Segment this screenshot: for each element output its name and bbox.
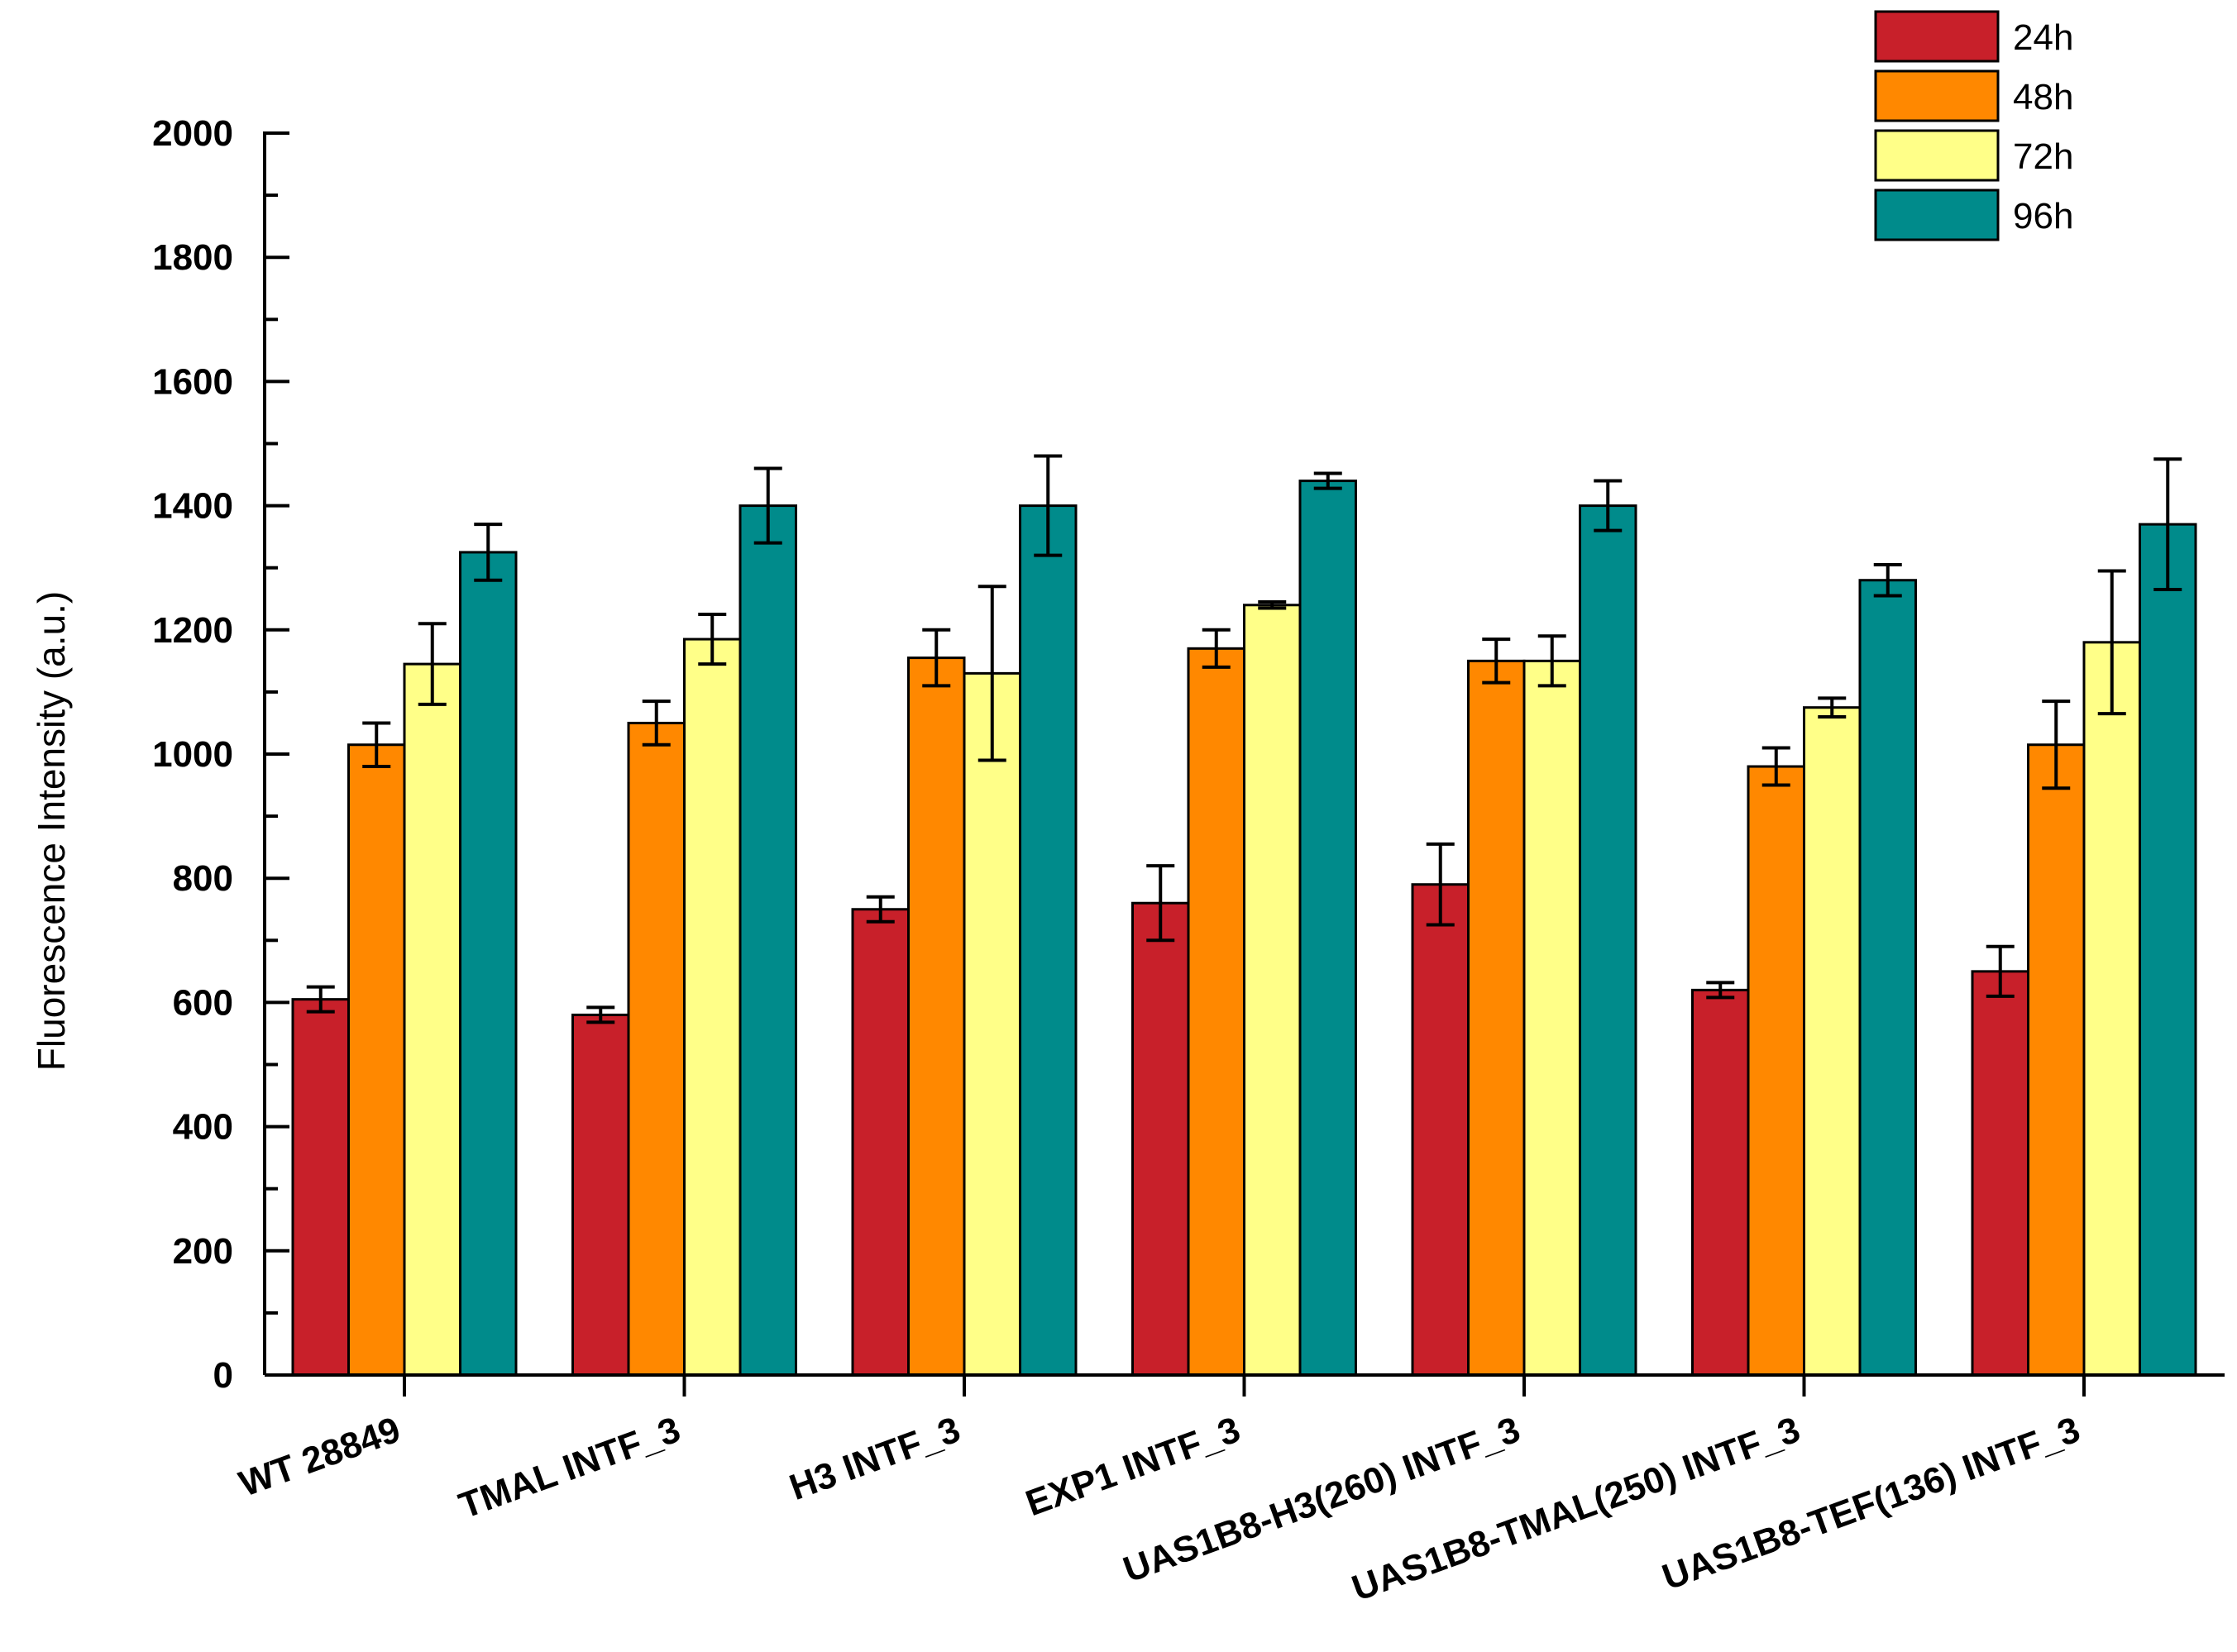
bar-48h-3 — [1187, 647, 1245, 1377]
x-axis: WT 28849 TMAL INTF_3 H3 INTF_3 EXP1 INTF_3 U… — [234, 1373, 2225, 1609]
y-tick-label: 1800 — [152, 237, 233, 278]
legend-label-48h: 48h — [2013, 77, 2073, 117]
legend-swatch-24h — [1874, 10, 2000, 63]
y-tick-label: 600 — [173, 982, 233, 1023]
bar-48h-2 — [907, 657, 966, 1377]
y-tick-label: 1000 — [152, 734, 233, 775]
bar-72h-1 — [683, 637, 742, 1377]
x-tick-label: WT 28849 — [234, 1409, 406, 1504]
y-axis: 0 200 400 600 800 1000 1200 1400 1600 1800 2000 — [152, 113, 289, 1396]
bar-48h-5 — [1747, 765, 1805, 1377]
bar-24h-4 — [1411, 883, 1470, 1377]
bar-96h-2 — [1019, 504, 1078, 1377]
bar-72h-3 — [1243, 604, 1302, 1377]
y-tick-label: 1600 — [152, 361, 233, 402]
y-axis-title: Fluorescence Intensity (a.u.) — [30, 591, 73, 1071]
bar-24h-5 — [1691, 988, 1750, 1377]
bar-72h-4 — [1522, 659, 1581, 1377]
y-tick-label: 800 — [173, 858, 233, 899]
bar-96h-3 — [1298, 480, 1357, 1377]
bar-24h-6 — [1971, 970, 2029, 1377]
legend-swatch-72h — [1874, 129, 2000, 182]
y-tick-label: 0 — [213, 1355, 233, 1396]
bar-48h-6 — [2027, 743, 2086, 1377]
bar-24h-0 — [291, 998, 350, 1377]
bar-24h-3 — [1131, 901, 1190, 1377]
bars — [291, 454, 2197, 1377]
x-tick-label: TMAL INTF_3 — [454, 1409, 686, 1526]
x-tick-label: H3 INTF_3 — [784, 1409, 965, 1508]
bar-48h-0 — [347, 743, 406, 1377]
x-tick-label: EXP1 INTF_3 — [1021, 1409, 1245, 1524]
y-tick-label: 400 — [173, 1107, 233, 1148]
bar-72h-2 — [963, 671, 1021, 1377]
bar-48h-4 — [1467, 659, 1526, 1377]
y-tick-label: 1400 — [152, 486, 233, 527]
y-tick-label: 200 — [173, 1231, 233, 1272]
legend-label-96h: 96h — [2013, 196, 2073, 236]
bar-96h-0 — [459, 551, 518, 1377]
bar-72h-0 — [403, 662, 461, 1377]
x-tick-label: UAS1B8-TMAL(250) INTF_3 — [1347, 1409, 1805, 1609]
bar-96h-4 — [1579, 504, 1637, 1377]
bar-96h-5 — [1858, 579, 1917, 1377]
legend-swatch-48h — [1874, 69, 2000, 122]
bar-48h-1 — [627, 721, 686, 1377]
legend-label-72h: 72h — [2013, 136, 2073, 177]
y-tick-label: 2000 — [152, 113, 233, 154]
legend-swatch-96h — [1874, 189, 2000, 241]
bar-96h-6 — [2139, 523, 2197, 1377]
bar-24h-2 — [851, 908, 910, 1377]
legend: 24h 48h 72h 96h — [1874, 10, 2073, 241]
bar-96h-1 — [738, 504, 797, 1377]
bar-72h-6 — [2082, 641, 2141, 1377]
bar-24h-1 — [571, 1013, 630, 1377]
bar-72h-5 — [1803, 706, 1862, 1377]
legend-label-24h: 24h — [2013, 17, 2073, 58]
y-tick-label: 1200 — [152, 610, 233, 651]
